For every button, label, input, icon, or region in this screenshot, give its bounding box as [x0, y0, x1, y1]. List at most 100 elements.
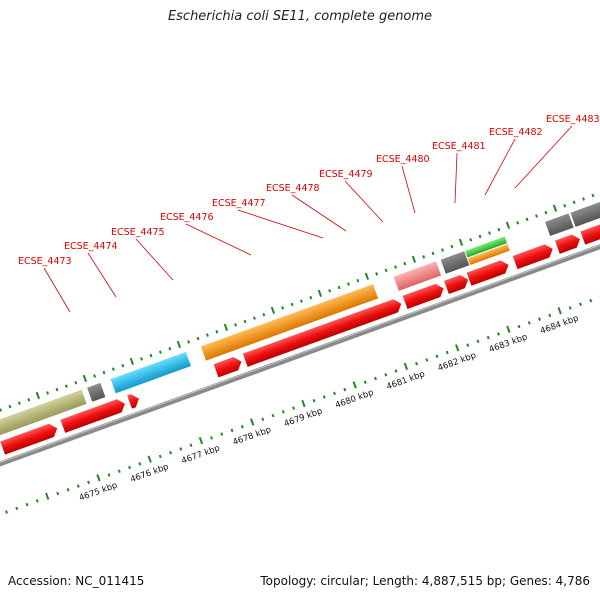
gene-label[interactable]: ECSE_4477	[212, 198, 266, 209]
outer-scale-tick	[215, 329, 219, 334]
outer-scale-tick	[458, 238, 464, 246]
outer-scale-tick	[223, 323, 229, 331]
gene-label[interactable]: ECSE_4476	[160, 212, 214, 223]
gene-label[interactable]: ECSE_4474	[64, 241, 118, 252]
inner-scale-tick	[220, 432, 224, 436]
outer-scale-tick	[290, 302, 294, 307]
gene-callout-line	[344, 180, 384, 223]
cds-arrow[interactable]	[580, 219, 600, 245]
inner-scale-tick	[230, 428, 234, 433]
cds-arrow[interactable]	[512, 242, 555, 270]
inner-scale-tick	[240, 424, 244, 429]
gene-callout-line	[291, 194, 347, 232]
outer-scale-tick	[270, 306, 276, 314]
inner-scale-tick	[435, 354, 439, 358]
cds-arrow[interactable]	[242, 297, 404, 367]
cds-arrow[interactable]	[402, 282, 446, 309]
kbp-label: 4677 kbp	[180, 443, 221, 466]
kbp-label: 4678 kbp	[232, 425, 273, 448]
outer-scale-tick	[384, 268, 388, 273]
inner-scale-tick	[568, 306, 572, 310]
gene-label[interactable]: ECSE_4478	[266, 183, 320, 194]
outer-scale-tick	[441, 248, 444, 252]
kbp-label: 4684 kbp	[539, 314, 580, 337]
feature-box-orange[interactable]	[200, 284, 379, 361]
feature-box-gray[interactable]	[440, 251, 470, 274]
inner-scale-tick	[322, 395, 326, 399]
outer-scale-tick	[469, 238, 473, 242]
gene-label[interactable]: ECSE_4473	[18, 256, 72, 267]
feature-box-pink[interactable]	[393, 261, 442, 291]
feature-box-green[interactable]	[465, 236, 508, 258]
outer-scale-tick	[82, 374, 87, 383]
cds-arrow[interactable]	[60, 397, 127, 433]
inner-scale-tick	[312, 398, 316, 403]
outer-scale-tick	[552, 204, 558, 212]
inner-scale-tick	[363, 380, 367, 384]
gene-callout-line	[454, 152, 458, 204]
outer-scale-tick	[129, 357, 134, 366]
gene-label[interactable]: ECSE_4482	[489, 127, 543, 138]
outer-scale-tick	[328, 289, 332, 293]
outer-scale-tick	[300, 299, 303, 303]
feature-box-orange[interactable]	[467, 244, 510, 265]
inner-scale-tick	[506, 325, 511, 333]
kbp-label: 4675 kbp	[78, 481, 119, 504]
cds-track	[0, 219, 600, 455]
outer-scale-tick	[488, 231, 491, 235]
accession-text: Accession: NC_011415	[8, 574, 145, 588]
inner-scale-tick	[486, 335, 490, 340]
outer-scale-tick	[497, 227, 501, 232]
inner-scale-tick	[343, 387, 347, 392]
feature-box-gray[interactable]	[87, 382, 106, 402]
outer-scale-tick	[591, 193, 595, 198]
outer-scale-tick	[27, 398, 31, 402]
outer-scale-tick	[102, 370, 106, 375]
gene-label[interactable]: ECSE_4483	[546, 114, 600, 125]
feature-box-cyan[interactable]	[110, 351, 191, 394]
kbp-label: 4682 kbp	[437, 351, 478, 374]
inner-scale-tick	[76, 484, 80, 488]
gene-label[interactable]: ECSE_4479	[319, 169, 373, 180]
gene-callout-line	[514, 125, 573, 189]
cds-arrow[interactable]	[0, 422, 59, 455]
outer-scale-tick	[317, 289, 323, 297]
gene-label[interactable]: ECSE_4475	[111, 227, 165, 238]
inner-scale-tick	[301, 399, 306, 408]
inner-scale-tick	[579, 302, 582, 307]
cds-arrow[interactable]	[444, 273, 470, 294]
outer-scale-tick	[403, 261, 407, 266]
cds-arrow[interactable]	[555, 232, 582, 254]
outer-scale-tick	[525, 217, 529, 222]
outer-scale-tick	[176, 340, 182, 349]
cds-arrow[interactable]	[466, 258, 511, 286]
outer-scale-tick	[55, 387, 59, 392]
outer-scale-tick	[205, 333, 209, 337]
inner-scale-tick	[261, 417, 265, 422]
outer-scale-tick	[505, 221, 511, 229]
gene-callout-line	[185, 223, 252, 256]
outer-scale-dots	[0, 187, 600, 412]
cds-arrow[interactable]	[213, 355, 244, 378]
inner-scale-tick	[445, 350, 449, 355]
inner-scale-tick	[138, 462, 142, 466]
feature-box-olive[interactable]	[0, 389, 87, 440]
inner-scale-tick	[384, 373, 388, 377]
outer-scale-tick	[281, 306, 285, 310]
feature-box-gray[interactable]	[545, 213, 574, 237]
inner-scale-tick	[557, 307, 562, 315]
gene-label[interactable]: ECSE_4480	[376, 154, 430, 165]
kbp-label: 4680 kbp	[334, 388, 375, 411]
gene-callout-line	[43, 267, 71, 313]
gene-label[interactable]: ECSE_4481	[432, 141, 486, 152]
outer-scale-tick	[411, 255, 417, 263]
inner-scale-tick	[15, 506, 19, 511]
inner-scale-tick	[333, 391, 336, 396]
outer-scale-tick	[309, 295, 313, 300]
outer-scale-tick	[563, 204, 567, 208]
outer-scale-tick	[8, 404, 12, 409]
feature-box-gray[interactable]	[570, 199, 600, 227]
inner-scale-tick	[455, 344, 460, 352]
cds-arrow[interactable]	[127, 392, 141, 409]
